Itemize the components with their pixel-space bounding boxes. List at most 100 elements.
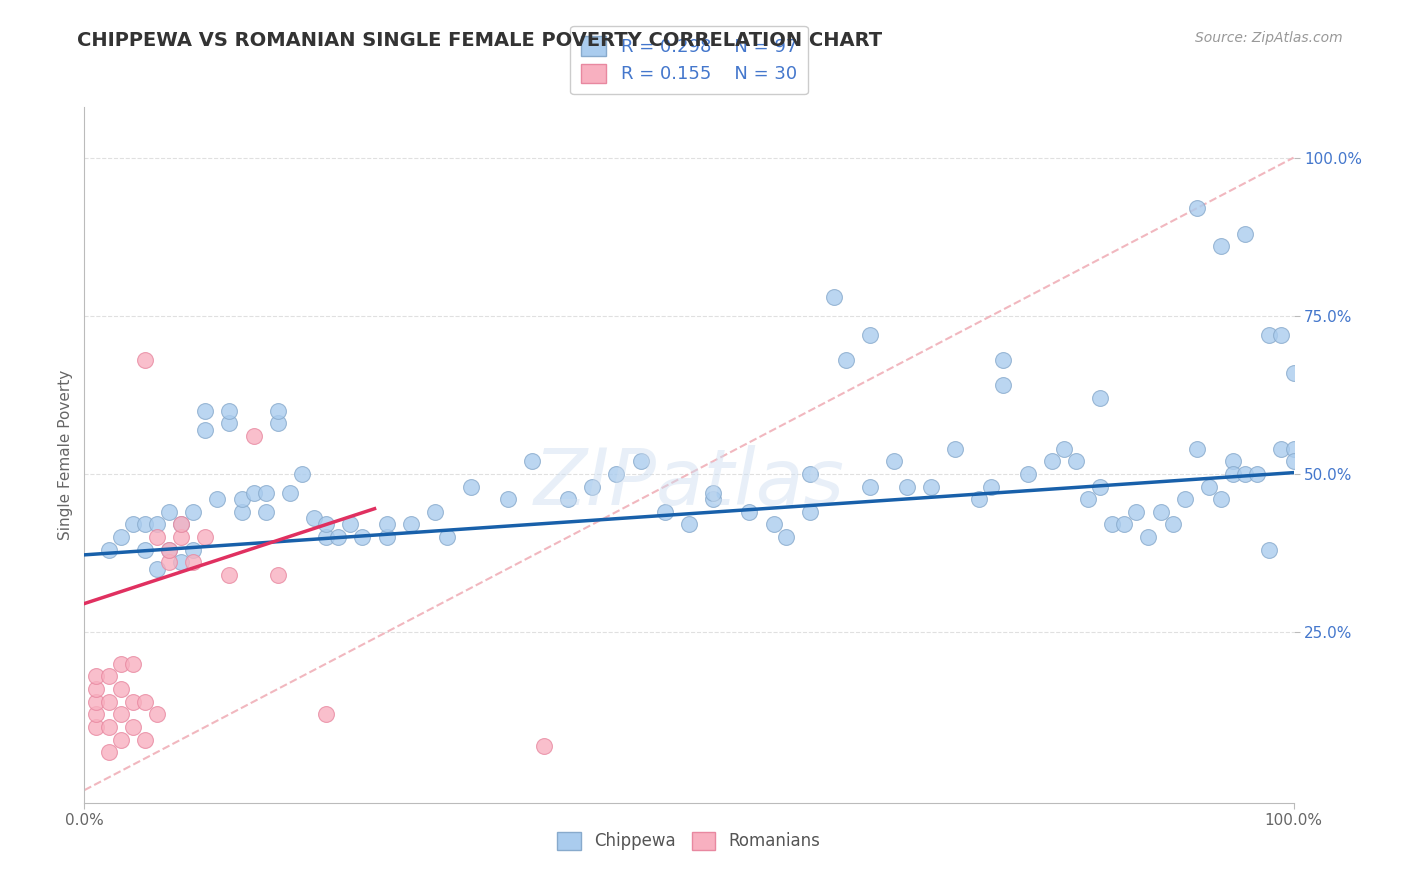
Point — [1101, 517, 1123, 532]
Point — [134, 517, 156, 532]
Point — [231, 505, 253, 519]
Text: ZIPatlas: ZIPatlas — [533, 445, 845, 521]
Point — [775, 530, 797, 544]
Point — [375, 517, 398, 532]
Y-axis label: Single Female Poverty: Single Female Poverty — [58, 370, 73, 540]
Point — [194, 423, 217, 437]
Point — [218, 568, 240, 582]
Point — [97, 669, 120, 683]
Point — [1174, 492, 1197, 507]
Point — [97, 542, 120, 557]
Point — [170, 530, 193, 544]
Point — [218, 403, 240, 417]
Point — [97, 695, 120, 709]
Point — [1222, 467, 1244, 481]
Point — [496, 492, 519, 507]
Point — [630, 454, 652, 468]
Point — [557, 492, 579, 507]
Point — [1222, 454, 1244, 468]
Point — [157, 556, 180, 570]
Legend: Chippewa, Romanians: Chippewa, Romanians — [551, 825, 827, 857]
Point — [1198, 479, 1220, 493]
Point — [291, 467, 314, 481]
Point — [423, 505, 446, 519]
Point — [121, 517, 143, 532]
Point — [218, 417, 240, 431]
Point — [1258, 327, 1281, 342]
Point — [146, 530, 169, 544]
Point — [157, 505, 180, 519]
Point — [315, 707, 337, 722]
Point — [328, 530, 350, 544]
Point — [315, 517, 337, 532]
Point — [1185, 442, 1208, 456]
Point — [835, 353, 858, 368]
Point — [254, 505, 277, 519]
Point — [460, 479, 482, 493]
Point — [1234, 467, 1257, 481]
Point — [170, 517, 193, 532]
Point — [267, 568, 290, 582]
Point — [1234, 227, 1257, 241]
Point — [1282, 442, 1305, 456]
Point — [110, 732, 132, 747]
Point — [110, 530, 132, 544]
Point — [194, 530, 217, 544]
Point — [943, 442, 966, 456]
Point — [339, 517, 361, 532]
Point — [86, 720, 108, 734]
Point — [762, 517, 785, 532]
Point — [181, 542, 204, 557]
Point — [1270, 442, 1292, 456]
Point — [267, 403, 290, 417]
Point — [110, 681, 132, 696]
Point — [520, 454, 543, 468]
Point — [134, 732, 156, 747]
Point — [278, 486, 301, 500]
Point — [1114, 517, 1136, 532]
Point — [980, 479, 1002, 493]
Point — [799, 467, 821, 481]
Point — [883, 454, 905, 468]
Point — [110, 707, 132, 722]
Point — [533, 739, 555, 753]
Text: Source: ZipAtlas.com: Source: ZipAtlas.com — [1195, 31, 1343, 45]
Point — [605, 467, 627, 481]
Point — [1088, 391, 1111, 405]
Point — [993, 353, 1015, 368]
Point — [231, 492, 253, 507]
Point — [242, 486, 264, 500]
Point — [157, 542, 180, 557]
Point — [399, 517, 422, 532]
Point — [1137, 530, 1160, 544]
Point — [375, 530, 398, 544]
Point — [146, 707, 169, 722]
Point — [181, 505, 204, 519]
Point — [97, 720, 120, 734]
Point — [1077, 492, 1099, 507]
Point — [121, 657, 143, 671]
Point — [97, 745, 120, 759]
Point — [170, 517, 193, 532]
Point — [267, 417, 290, 431]
Point — [967, 492, 990, 507]
Point — [859, 327, 882, 342]
Point — [1088, 479, 1111, 493]
Point — [86, 669, 108, 683]
Point — [181, 556, 204, 570]
Point — [799, 505, 821, 519]
Point — [1149, 505, 1171, 519]
Point — [678, 517, 700, 532]
Point — [823, 290, 845, 304]
Point — [157, 542, 180, 557]
Point — [1246, 467, 1268, 481]
Point — [170, 556, 193, 570]
Point — [146, 517, 169, 532]
Point — [436, 530, 458, 544]
Point — [1185, 201, 1208, 215]
Point — [121, 720, 143, 734]
Point — [738, 505, 761, 519]
Point — [1258, 542, 1281, 557]
Point — [896, 479, 918, 493]
Point — [315, 530, 337, 544]
